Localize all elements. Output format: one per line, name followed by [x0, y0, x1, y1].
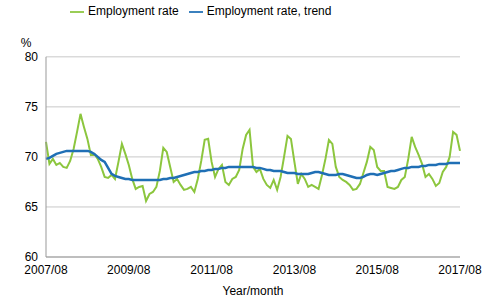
svg-text:2007/08: 2007/08: [24, 263, 68, 277]
svg-text:80: 80: [25, 50, 39, 64]
svg-text:2015/08: 2015/08: [356, 263, 400, 277]
svg-text:2013/08: 2013/08: [273, 263, 317, 277]
html-text:Employment rate, trend: Employment rate, trend: [206, 4, 332, 18]
svg-text:2017/08: 2017/08: [438, 263, 482, 277]
svg-text:60: 60: [25, 250, 39, 264]
svg-text:%: %: [21, 36, 32, 50]
svg-text:Year/month: Year/month: [223, 284, 284, 298]
svg-text:75: 75: [25, 100, 39, 114]
svg-text:70: 70: [25, 150, 39, 164]
svg-text:2011/08: 2011/08: [190, 263, 233, 277]
svg-text:2009/08: 2009/08: [107, 263, 151, 277]
html-text:Employment rate: Employment rate: [88, 4, 179, 18]
svg-text:65: 65: [25, 200, 39, 214]
